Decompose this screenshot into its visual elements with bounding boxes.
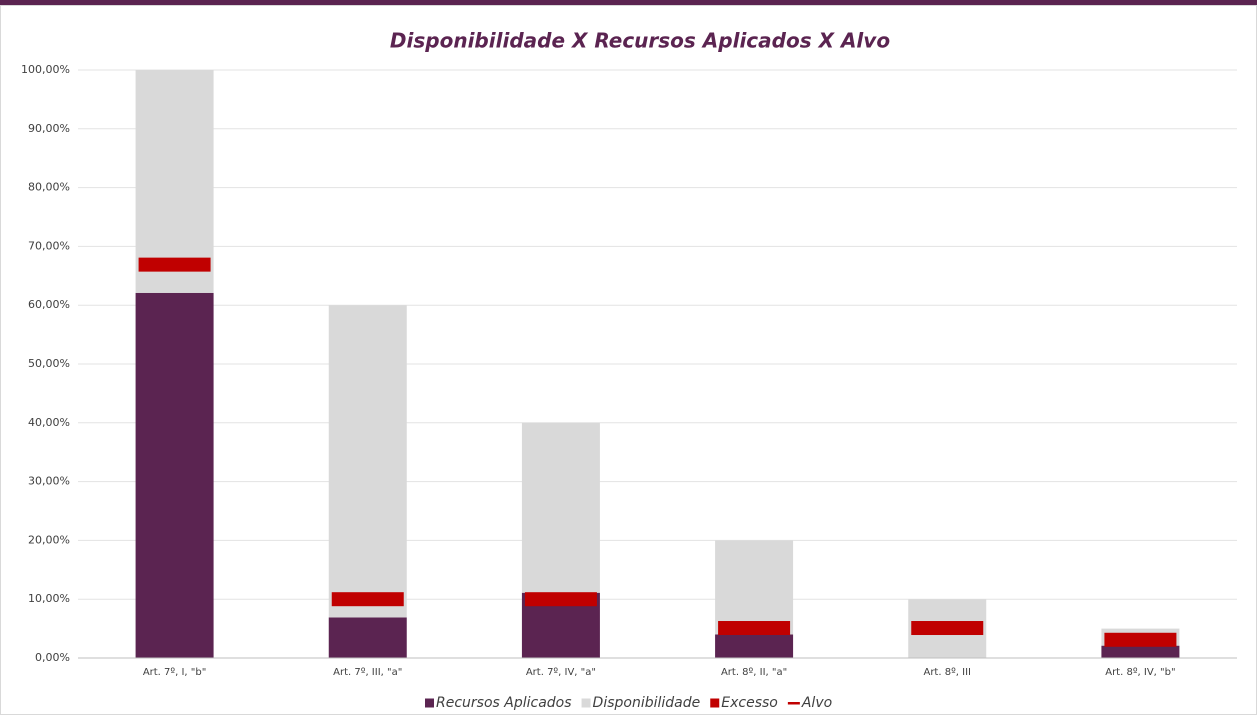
bar-segment — [135, 70, 214, 293]
x-tick-label: Art. 7º, I, "b" — [143, 667, 207, 678]
x-tick-label: Art. 8º, IV, "b" — [1105, 667, 1175, 678]
y-tick-label: 50,00% — [28, 357, 70, 370]
legend-swatch — [787, 702, 800, 705]
legend-swatch — [710, 698, 720, 708]
x-tick-label: Art. 8º, III — [923, 667, 971, 678]
y-tick-label: 20,00% — [28, 533, 70, 546]
bar-segment — [328, 617, 407, 658]
y-tick-label: 40,00% — [28, 416, 70, 429]
target-marker — [524, 592, 597, 607]
bar-segment — [135, 292, 214, 658]
x-tick-label: Art. 7º, IV, "a" — [526, 667, 596, 678]
legend-label: Excesso — [721, 695, 778, 711]
x-tick-label: Art. 8º, II, "a" — [721, 667, 787, 678]
target-marker — [138, 257, 211, 272]
y-tick-label: 100,00% — [21, 63, 70, 76]
y-tick-label: 30,00% — [28, 475, 70, 488]
target-marker — [718, 621, 791, 636]
x-tick-label: Art. 7º, III, "a" — [333, 667, 402, 678]
target-marker — [331, 592, 404, 607]
y-tick-label: 60,00% — [28, 298, 70, 311]
bar-segment — [521, 422, 600, 593]
y-tick-label: 90,00% — [28, 122, 70, 135]
bar-segment — [715, 634, 794, 658]
bar-segment — [328, 305, 407, 618]
legend-swatch — [581, 698, 591, 708]
target-marker — [1104, 632, 1177, 647]
bar-segment — [715, 540, 794, 635]
legend-swatch — [425, 698, 434, 708]
top-bar — [0, 0, 1257, 5]
legend-label: Alvo — [801, 695, 832, 711]
chart-title: Disponibilidade X Recursos Aplicados X A… — [390, 29, 890, 53]
bar-segment — [1101, 645, 1180, 658]
y-tick-label: 10,00% — [28, 592, 70, 605]
y-tick-label: 0,00% — [35, 651, 70, 664]
legend-label: Disponibilidade — [593, 695, 701, 711]
y-tick-label: 70,00% — [28, 239, 70, 252]
legend-label: Recursos Aplicados — [436, 695, 572, 711]
y-tick-label: 80,00% — [28, 181, 70, 194]
target-marker — [911, 621, 984, 636]
